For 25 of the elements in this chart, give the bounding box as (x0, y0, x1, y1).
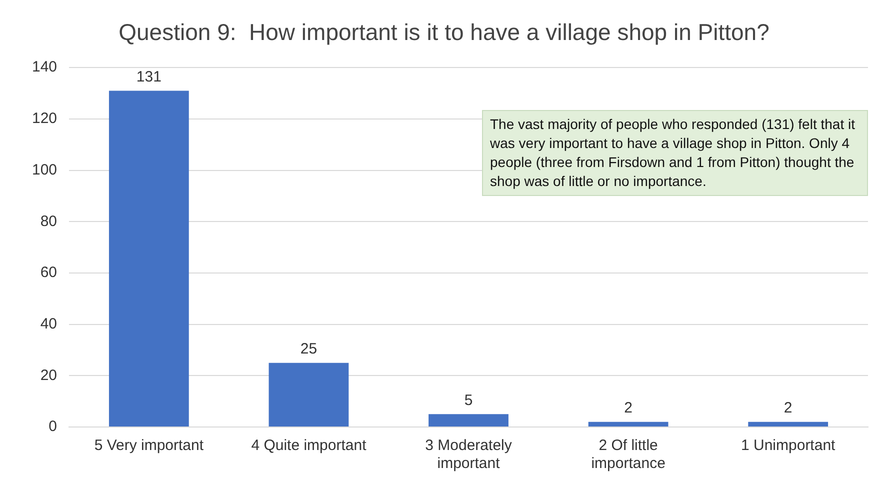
data-label: 2 (624, 400, 632, 417)
data-label: 2 (784, 400, 792, 417)
data-label: 5 (464, 392, 473, 409)
bar (428, 414, 508, 426)
y-tick-label: 80 (40, 212, 58, 230)
bar (108, 90, 189, 426)
x-tick-label: 4 Quite important (251, 437, 368, 454)
y-tick-label: 140 (32, 58, 58, 76)
bar (748, 422, 828, 426)
bar (268, 362, 349, 426)
y-tick-label: 0 (48, 418, 58, 436)
data-label: 25 (300, 340, 318, 358)
y-tick-label: 100 (32, 161, 58, 178)
annotation: The vast majority of people who responded (131) felt that it was very important to have a village shop in Pitton. Only 4 people (three from Firsdown and 1 from Pitton) thought the shop was of little or no importance. (482, 110, 868, 196)
y-tick-label: 60 (40, 264, 58, 282)
y-tick-label: 40 (40, 315, 58, 332)
x-tick-label: 5 Very important (94, 437, 204, 454)
x-tick-label: 1 Unimportant (740, 437, 836, 454)
x-tick-label: 2 Of little importance (591, 437, 666, 472)
x-tick-label: 3 Moderately important (425, 437, 512, 472)
y-tick-label: 120 (32, 110, 58, 128)
chart-title: Question 9: How important is it to have a village shop in Pitton? (118, 19, 770, 46)
bar (588, 422, 668, 426)
data-label: 131 (136, 68, 162, 86)
y-tick-label: 20 (40, 366, 58, 384)
